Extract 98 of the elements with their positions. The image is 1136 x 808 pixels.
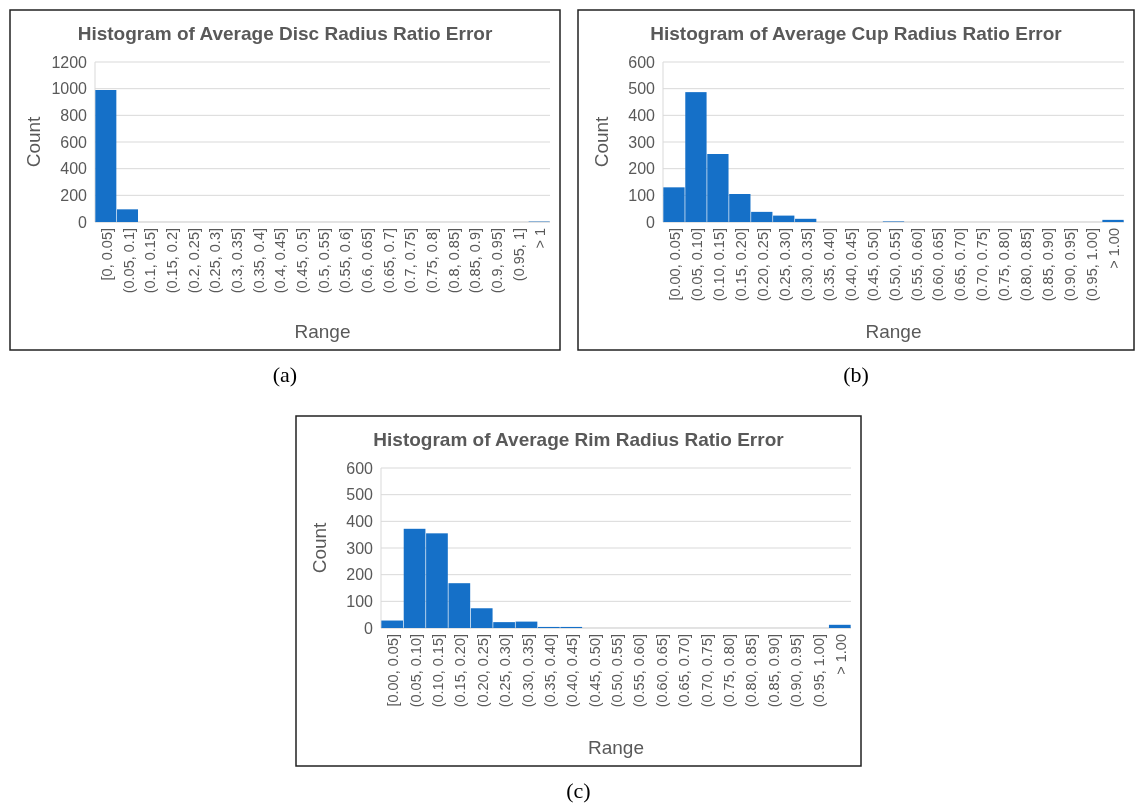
x-tick-label: (0.10, 0.15] bbox=[430, 634, 447, 708]
y-tick-label: 200 bbox=[628, 160, 656, 178]
x-tick-label: (0.85, 0.90] bbox=[765, 634, 782, 708]
x-tick-label: (0.25, 0.30] bbox=[497, 634, 514, 708]
x-tick-label: (0.75, 0.80] bbox=[996, 228, 1013, 302]
x-tick-label: (0.05, 0.10] bbox=[689, 228, 705, 302]
x-tick-label: (0.30, 0.35] bbox=[798, 228, 815, 302]
x-tick-label: (0.65, 0.7] bbox=[380, 228, 397, 294]
y-tick-label: 300 bbox=[346, 539, 374, 557]
x-tick-label: (0.30, 0.35] bbox=[519, 634, 536, 708]
x-tick-label: (0.70, 0.75] bbox=[974, 228, 991, 302]
x-tick-label: (0.65, 0.70] bbox=[676, 634, 693, 708]
y-tick-label: 400 bbox=[628, 106, 656, 124]
x-tick-label: (0.95, 1.00] bbox=[1084, 228, 1101, 302]
x-tick-label: (0.35, 0.4] bbox=[250, 228, 267, 294]
x-tick-label: (0.50, 0.55] bbox=[609, 634, 626, 708]
y-tick-label: 100 bbox=[628, 186, 656, 204]
x-tick-label: (0.7, 0.75] bbox=[402, 228, 419, 294]
x-tick-label: (0.50, 0.55] bbox=[886, 228, 903, 302]
bar bbox=[1102, 219, 1124, 222]
chart-title: Histogram of Average Rim Radius Ratio Error bbox=[373, 429, 785, 450]
y-axis-title: Count bbox=[309, 521, 330, 574]
y-tick-label: 1200 bbox=[51, 53, 88, 71]
x-tick-label: (0.95, 1] bbox=[510, 228, 527, 282]
x-tick-label: (0.05, 0.1] bbox=[120, 228, 137, 294]
x-tick-label: (0.25, 0.30] bbox=[776, 228, 793, 302]
x-tick-label: (0.10, 0.15] bbox=[710, 228, 727, 302]
y-tick-label: 600 bbox=[346, 459, 374, 477]
x-tick-label: (0.85, 0.90] bbox=[1040, 228, 1057, 302]
y-tick-label: 400 bbox=[346, 512, 374, 530]
x-tick-label: (0.45, 0.5] bbox=[293, 228, 310, 294]
x-tick-label: (0.90, 0.95] bbox=[1062, 228, 1079, 302]
x-tick-label: (0.80, 0.85] bbox=[743, 634, 760, 708]
x-tick-label: (0.5, 0.55] bbox=[315, 228, 332, 294]
x-tick-label: > 1.00 bbox=[1106, 228, 1123, 269]
x-tick-label: (0.60, 0.65] bbox=[653, 634, 670, 708]
y-tick-label: 500 bbox=[628, 80, 656, 98]
x-axis-title: Range bbox=[588, 737, 644, 758]
bar bbox=[828, 624, 851, 628]
x-tick-label: (0.75, 0.8] bbox=[423, 228, 440, 294]
x-tick-label: (0.4, 0.45] bbox=[272, 228, 289, 294]
x-tick-label: (0.05, 0.10] bbox=[407, 634, 424, 708]
x-tick-label: (0.75, 0.80] bbox=[720, 634, 737, 708]
x-tick-label: (0.95, 1.00] bbox=[810, 634, 827, 708]
chart-title: Histogram of Average Disc Radius Ratio Error bbox=[77, 23, 493, 44]
x-tick-label: (0.55, 0.60] bbox=[908, 228, 925, 302]
x-tick-label: (0.40, 0.45] bbox=[564, 634, 581, 708]
x-axis-title: Range bbox=[865, 321, 922, 342]
chart-title: Histogram of Average Cup Radius Ratio Error bbox=[650, 23, 1063, 44]
x-tick-label: [0, 0.05] bbox=[98, 228, 115, 281]
x-tick-label: (0.1, 0.15] bbox=[142, 228, 159, 294]
y-axis-title: Count bbox=[591, 115, 612, 168]
y-axis-title: Count bbox=[23, 115, 44, 168]
y-tick-label: 200 bbox=[60, 186, 88, 204]
text: (c) bbox=[566, 778, 591, 803]
x-tick-label: (0.45, 0.50] bbox=[864, 228, 881, 302]
y-tick-label: 500 bbox=[346, 486, 374, 504]
x-tick-label: (0.90, 0.95] bbox=[788, 634, 805, 708]
x-tick-label: (0.45, 0.50] bbox=[586, 634, 603, 708]
text: (a) bbox=[272, 362, 298, 387]
x-axis-title: Range bbox=[294, 321, 351, 342]
x-tick-label: (0.35, 0.40] bbox=[541, 634, 558, 708]
x-tick-label: (0.15, 0.2] bbox=[163, 228, 180, 294]
x-tick-label: (0.60, 0.65] bbox=[930, 228, 947, 302]
x-tick-label: (0.55, 0.60] bbox=[631, 634, 648, 708]
x-tick-label: (0.9, 0.95] bbox=[488, 228, 505, 294]
x-tick-label: (0.40, 0.45] bbox=[842, 228, 859, 302]
x-tick-label: > 1.00 bbox=[832, 634, 849, 675]
x-tick-label: (0.70, 0.75] bbox=[698, 634, 715, 708]
x-tick-label: [0.00, 0.05] bbox=[667, 228, 684, 301]
x-tick-label: (0.85, 0.9] bbox=[467, 228, 484, 294]
y-tick-label: 0 bbox=[646, 213, 656, 231]
y-tick-label: 200 bbox=[346, 566, 374, 584]
text: (b) bbox=[843, 362, 869, 387]
x-tick-label: (0.2, 0.25] bbox=[185, 228, 202, 294]
y-tick-label: 1000 bbox=[51, 80, 88, 98]
y-tick-label: 400 bbox=[60, 160, 88, 178]
x-tick-label: (0.8, 0.85] bbox=[445, 228, 462, 294]
x-tick-label: (0.15, 0.20] bbox=[732, 228, 749, 302]
x-tick-label: (0.55, 0.6] bbox=[337, 228, 354, 294]
x-tick-label: (0.3, 0.35] bbox=[228, 228, 245, 294]
x-tick-label: [0.00, 0.05] bbox=[385, 634, 402, 707]
y-tick-label: 300 bbox=[628, 133, 656, 151]
x-tick-label: (0.35, 0.40] bbox=[820, 228, 837, 302]
x-tick-label: (0.15, 0.20] bbox=[452, 634, 469, 708]
y-tick-label: 100 bbox=[346, 592, 374, 610]
x-tick-label: (0.20, 0.25] bbox=[474, 634, 491, 708]
x-tick-label: (0.80, 0.85] bbox=[1018, 228, 1035, 302]
x-tick-label: (0.6, 0.65] bbox=[358, 228, 375, 294]
y-tick-label: 0 bbox=[78, 213, 88, 231]
y-tick-label: 0 bbox=[364, 619, 374, 637]
x-tick-label: (0.65, 0.70] bbox=[952, 228, 969, 302]
y-tick-label: 600 bbox=[60, 133, 88, 151]
x-tick-label: > 1 bbox=[532, 228, 549, 249]
x-tick-label: (0.20, 0.25] bbox=[754, 228, 771, 302]
y-tick-label: 800 bbox=[60, 106, 88, 124]
y-tick-label: 600 bbox=[628, 53, 656, 71]
x-tick-label: (0.25, 0.3] bbox=[207, 228, 224, 294]
